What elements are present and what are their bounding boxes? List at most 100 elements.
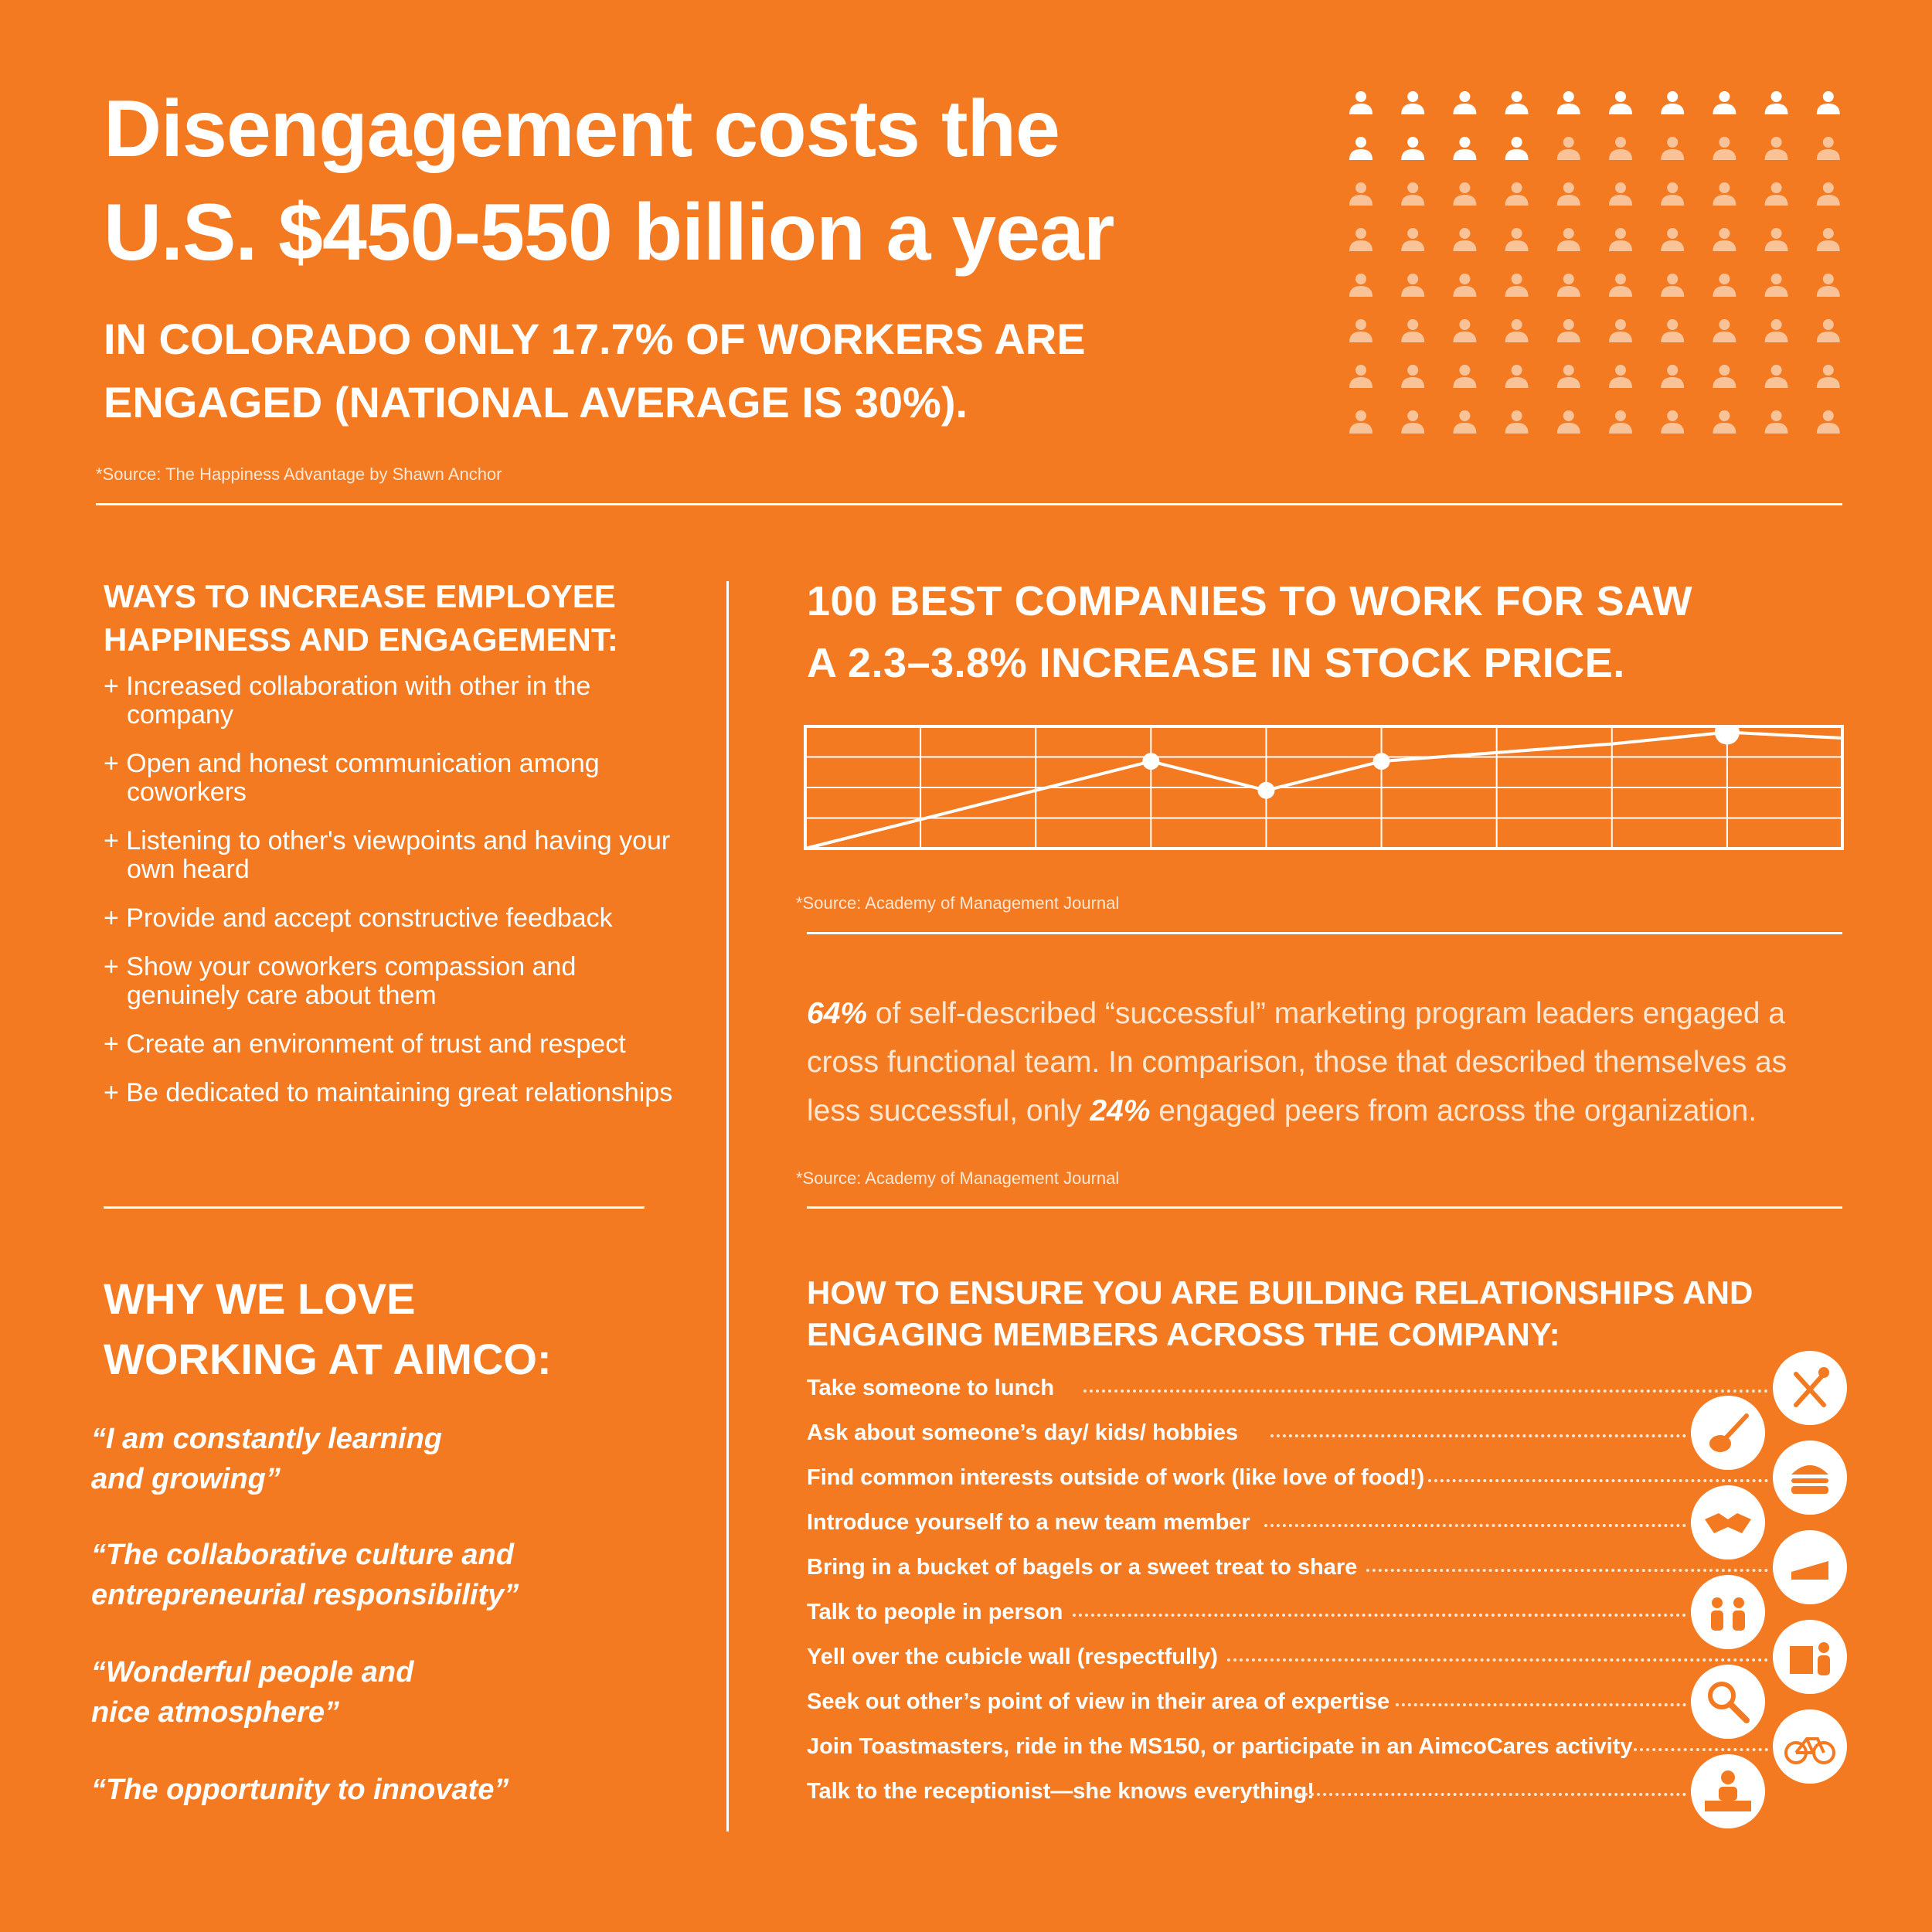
how-heading: HOW TO ENSURE YOU ARE BUILDING RELATIONS… [807,1274,1753,1352]
quote: “Wonderful people and nice atmosphere” [91,1656,414,1729]
tips-heading: WAYS TO INCREASE EMPLOYEE HAPPINESS AND … [104,578,618,658]
person-icon [1609,365,1632,388]
person-icon [1453,365,1477,388]
person-icon [1609,91,1632,114]
person-icon [1661,228,1685,251]
person-icon [1556,91,1580,114]
person-icon [1713,319,1736,342]
how-item-label: Yell over the cubicle wall (respectfully… [807,1645,1218,1669]
how-item-label: Find common interests outside of work (l… [807,1465,1425,1490]
data-point [1714,725,1740,745]
person-icon [1505,365,1529,388]
person-icon [1349,274,1372,297]
happiness-source: *Source: The Happiness Advantage by Shaw… [96,464,502,484]
marketing-source: *Source: Academy of Management Journal [796,1168,1120,1188]
person-icon [1764,365,1788,388]
people-talking-icon [1691,1575,1765,1649]
person-icon [1401,137,1425,160]
people-grid [1349,91,1840,434]
person-icon [1661,137,1685,160]
how-item-label: Talk to people in person [807,1600,1063,1624]
person-icon [1401,228,1425,251]
person-icon [1556,319,1580,342]
person-icon [1764,319,1788,342]
tip-item: + Show your coworkers compassion and gen… [104,952,577,1010]
why-heading: WHY WE LOVE WORKING AT AIMCO: [104,1274,552,1383]
person-icon [1609,410,1632,434]
person-icon [1505,410,1529,434]
person-icon [1816,91,1840,114]
person-icon [1401,365,1425,388]
person-icon [1609,319,1632,342]
stock-source: *Source: Academy of Management Journal [796,893,1120,913]
person-icon [1816,137,1840,160]
person-icon [1661,91,1685,114]
pct-less-successful: 24% [1090,1094,1151,1128]
person-icon [1401,274,1425,297]
tip-item: + Create an environment of trust and res… [104,1029,626,1059]
divider-right-1 [807,932,1842,934]
person-icon [1661,410,1685,434]
person-icon [1453,137,1477,160]
person-icon [1609,182,1632,206]
person-icon [1764,182,1788,206]
person-icon [1661,182,1685,206]
person-icon [1505,228,1529,251]
person-icon [1816,182,1840,206]
pct-successful: 64% [807,997,868,1030]
quote: “The collaborative culture and entrepren… [91,1539,519,1611]
person-icon [1661,319,1685,342]
tip-item: + Be dedicated to maintaining great rela… [104,1078,673,1107]
person-icon [1505,182,1529,206]
person-icon [1401,319,1425,342]
person-icon [1713,365,1736,388]
person-icon [1713,274,1736,297]
person-icon [1556,137,1580,160]
dotted-leader [1366,1569,1768,1572]
person-icon [1556,410,1580,434]
stock-heading: 100 BEST COMPANIES TO WORK FOR SAW A 2.3… [807,578,1693,686]
marketing-paragraph: 64% of self-described “successful” marke… [807,989,1842,1135]
person-icon [1453,319,1477,342]
dotted-leader [1298,1793,1686,1796]
person-icon [1453,91,1477,114]
data-point [1257,781,1275,799]
how-item-label: Join Toastmasters, ride in the MS150, or… [807,1734,1633,1759]
person-icon [1661,274,1685,297]
person-icon [1505,274,1529,297]
person-icon [1401,410,1425,434]
dotted-leader [1428,1479,1768,1482]
person-icon [1816,274,1840,297]
data-point [1142,753,1160,770]
how-item-label: Bring in a bucket of bagels or a sweet t… [807,1555,1358,1580]
person-icon [1349,319,1372,342]
magnifier-icon [1691,1665,1765,1739]
dotted-leader [1083,1389,1768,1393]
divider-vertical [726,581,729,1832]
colorado-subtitle: IN COLORADO ONLY 17.7% OF WORKERS ARE EN… [104,315,1086,427]
receptionist-icon [1691,1754,1765,1828]
person-icon [1505,91,1529,114]
handshake-icon [1691,1485,1765,1560]
person-icon [1713,228,1736,251]
person-icon [1764,228,1788,251]
person-icon [1713,182,1736,206]
person-icon [1609,137,1632,160]
person-icon [1661,365,1685,388]
person-icon [1453,410,1477,434]
person-icon [1349,182,1372,206]
divider-right-2 [807,1206,1842,1209]
person-icon [1609,274,1632,297]
person-icon [1816,410,1840,434]
person-icon [1764,410,1788,434]
person-icon [1349,137,1372,160]
person-icon [1556,228,1580,251]
person-icon [1556,274,1580,297]
how-item-label: Seek out other’s point of view in their … [807,1689,1390,1714]
person-icon [1764,274,1788,297]
person-icon [1349,228,1372,251]
tip-item: + Open and honest communication among co… [104,749,600,807]
dotted-leader [1227,1658,1768,1662]
person-icon [1609,228,1632,251]
data-point [1372,753,1390,770]
